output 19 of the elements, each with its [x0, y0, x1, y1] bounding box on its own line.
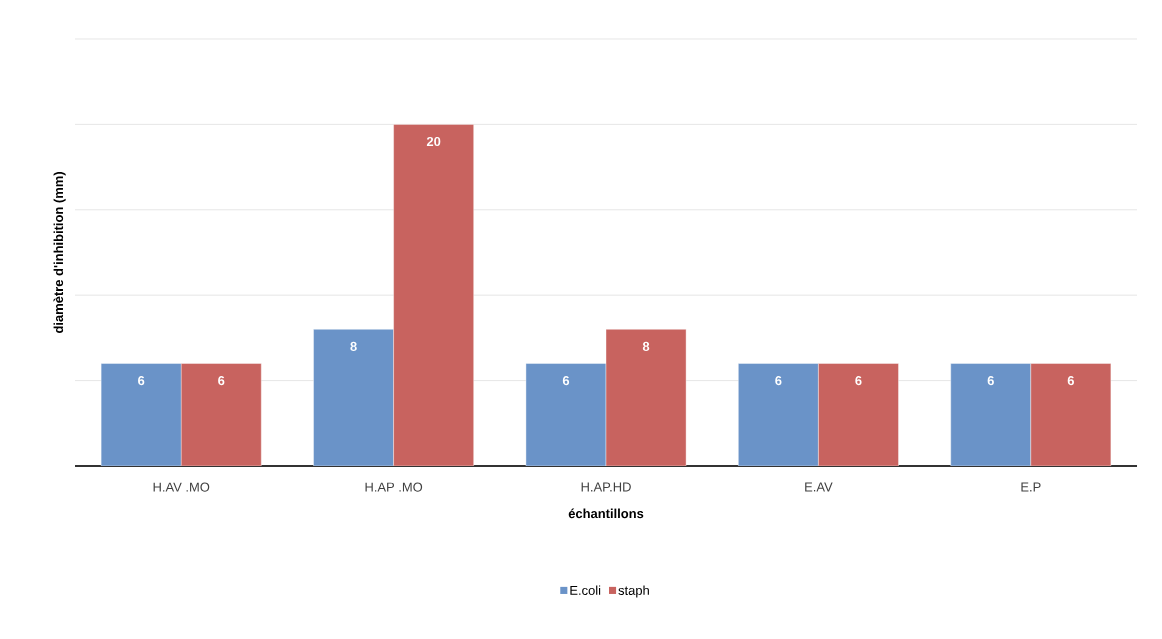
data-label: 6 — [987, 376, 994, 386]
x-tick-label: H.AV .MO — [153, 482, 210, 492]
x-tick-label: H.AP.HD — [581, 482, 631, 492]
x-tick-label: E.P — [1021, 482, 1041, 492]
data-label: 8 — [350, 341, 357, 352]
x-axis-title: échantillons — [568, 508, 644, 519]
data-label: 20 — [426, 136, 441, 147]
data-label: 6 — [562, 376, 570, 386]
data-label: 6 — [855, 376, 862, 386]
legend-label: staph — [618, 585, 649, 598]
data-label: 6 — [1067, 376, 1074, 386]
data-label: 6 — [138, 376, 145, 386]
data-label: 6 — [218, 376, 225, 386]
data-label: 8 — [642, 341, 650, 352]
data-label: 6 — [775, 376, 782, 386]
legend-label: E.coli — [570, 585, 601, 595]
y-axis-title: diamètre d'inhibition (mm) — [53, 172, 66, 333]
x-tick-label: H.AP .MO — [365, 482, 423, 492]
x-tick-label: E.AV — [805, 482, 833, 492]
